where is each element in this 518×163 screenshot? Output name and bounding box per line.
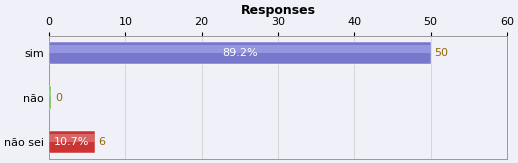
Text: 10.7%: 10.7% <box>54 137 90 147</box>
Bar <box>49 131 95 153</box>
Bar <box>49 90 51 97</box>
Bar <box>49 42 430 64</box>
Title: Responses: Responses <box>240 4 315 17</box>
Bar <box>49 86 51 109</box>
Bar <box>49 134 95 142</box>
Text: 89.2%: 89.2% <box>222 48 257 58</box>
Text: 6: 6 <box>98 137 106 147</box>
Text: 50: 50 <box>435 48 449 58</box>
Bar <box>49 45 430 53</box>
Text: 0: 0 <box>55 93 62 103</box>
